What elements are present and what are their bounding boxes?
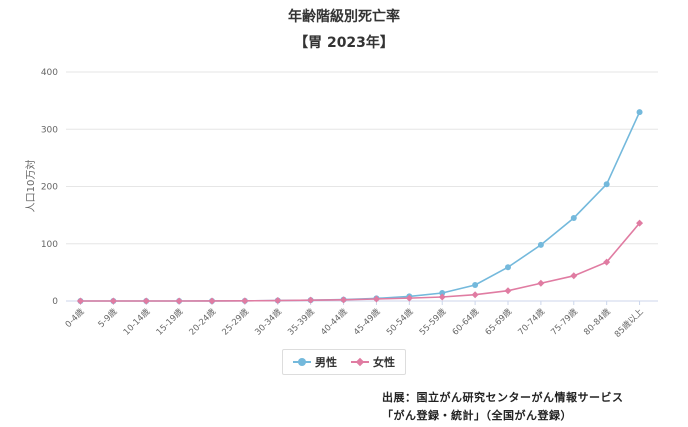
data-point[interactable] — [603, 258, 611, 266]
y-tick-label: 400 — [41, 68, 58, 78]
data-point[interactable] — [603, 181, 610, 188]
data-point[interactable] — [505, 264, 511, 271]
legend-item-female[interactable]: 女性 — [351, 354, 395, 370]
data-point[interactable] — [439, 289, 446, 296]
data-point[interactable] — [537, 241, 544, 248]
x-tick-label: 45-49歳 — [351, 306, 383, 338]
data-point[interactable] — [472, 281, 479, 288]
data-point[interactable] — [274, 297, 282, 305]
data-point[interactable] — [537, 279, 545, 287]
x-tick-label: 10-14歳 — [121, 306, 153, 338]
data-point[interactable] — [142, 297, 150, 305]
y-tick-label: 0 — [52, 297, 58, 307]
y-axis-label: 人口10万対 — [24, 160, 37, 213]
data-point[interactable] — [372, 295, 380, 303]
source-line-2: 「がん登録・統計」（全国がん登録） — [382, 409, 572, 422]
data-point[interactable] — [307, 296, 315, 304]
legend-label-female: 女性 — [373, 356, 395, 369]
data-point[interactable] — [438, 293, 446, 301]
source-line-1: 出展：国立がん研究センターがん情報サービス — [382, 391, 624, 404]
data-point[interactable] — [241, 297, 249, 305]
x-tick-label: 50-54歳 — [384, 306, 416, 338]
x-tick-label: 5-9歳 — [96, 306, 120, 330]
data-point[interactable] — [570, 272, 578, 280]
x-tick-label: 25-29歳 — [220, 306, 252, 338]
data-point[interactable] — [471, 291, 479, 299]
line-chart: 0 100 200 300 400 0-4歳 5-9歳 10-14歳 15-19歳 20-24歳 2… — [24, 68, 658, 340]
data-point[interactable] — [504, 287, 512, 295]
data-point[interactable] — [570, 214, 577, 221]
x-tick-label: 70-74歳 — [516, 306, 548, 338]
x-tick-label: 65-69歳 — [483, 306, 515, 338]
y-tick-label: 300 — [41, 125, 58, 135]
x-tick-label: 40-44歳 — [318, 306, 350, 338]
legend-label-male: 男性 — [315, 356, 337, 369]
data-point[interactable] — [175, 297, 183, 305]
data-point[interactable] — [76, 297, 84, 305]
x-tick-label: 60-64歳 — [450, 306, 482, 338]
x-tick-label: 0-4歳 — [63, 306, 87, 330]
y-tick-label: 100 — [41, 240, 58, 250]
legend: 男性 女性 — [0, 349, 688, 375]
chart-title: 年齢階級別死亡率 — [288, 9, 400, 25]
data-point[interactable] — [208, 297, 216, 305]
x-tick-label: 55-59歳 — [417, 306, 449, 338]
legend-swatch-female — [351, 357, 369, 367]
data-point[interactable] — [109, 297, 117, 305]
y-tick-label: 200 — [41, 183, 58, 193]
x-tick-label: 75-79歳 — [549, 306, 581, 338]
data-point[interactable] — [636, 219, 644, 227]
x-tick-label: 15-19歳 — [154, 306, 186, 338]
data-point[interactable] — [405, 294, 413, 302]
chart-subtitle: 【胃 2023年】 — [294, 35, 394, 51]
series-line-0 — [80, 111, 641, 302]
x-tick-label: 80-84歳 — [582, 306, 614, 338]
x-tick-label: 30-34歳 — [253, 306, 285, 338]
series-line-1 — [80, 222, 641, 302]
x-tick-label: 20-24歳 — [187, 306, 219, 338]
legend-swatch-male — [293, 357, 311, 367]
data-point[interactable] — [340, 296, 348, 304]
x-tick-label: 35-39歳 — [286, 306, 318, 338]
x-tick-label: 85歳以上 — [612, 306, 646, 340]
legend-item-male[interactable]: 男性 — [293, 354, 337, 370]
data-point[interactable] — [636, 109, 643, 116]
